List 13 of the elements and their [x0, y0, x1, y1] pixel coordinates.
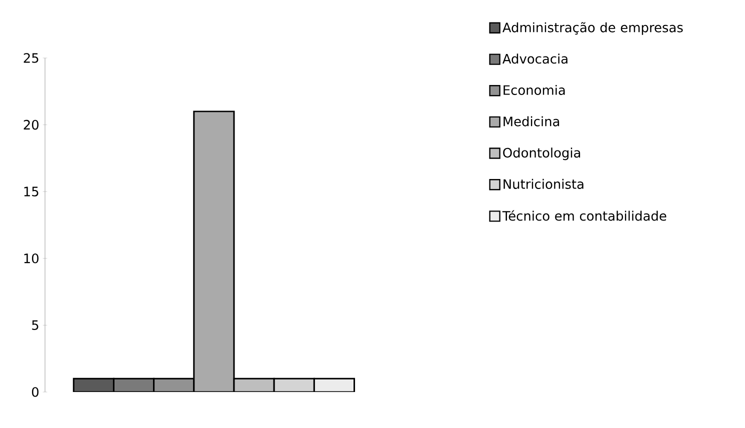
legend-label: Administração de empresas: [502, 22, 683, 35]
legend-label: Economia: [504, 84, 565, 95]
y-tick-label: 20: [24, 120, 38, 130]
legend-label: Técnico em contabilidade: [502, 210, 666, 221]
legend-label: Medicina: [504, 116, 560, 126]
legend-label: Advocacia: [502, 54, 568, 64]
y-tick-label: 0: [32, 387, 38, 397]
legend-label: Odontologia: [503, 148, 580, 160]
legend-label: Nutricionista: [504, 178, 584, 189]
y-tick-label: 10: [24, 254, 38, 264]
y-tick-label: 5: [32, 320, 38, 330]
y-tick-label: 25: [24, 53, 38, 63]
y-tick-label: 15: [24, 186, 38, 196]
